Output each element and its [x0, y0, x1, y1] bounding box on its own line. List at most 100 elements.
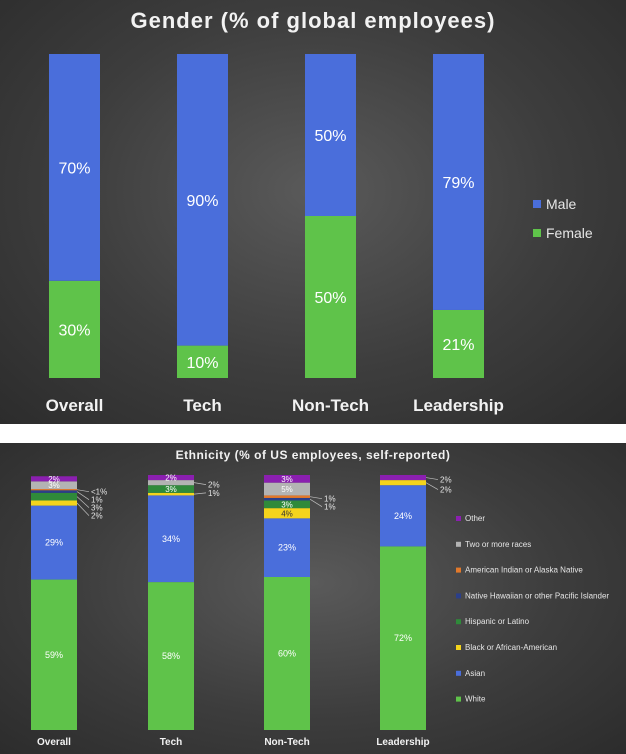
bar-white-non-tech: [264, 577, 310, 730]
bar-male-overall: [49, 54, 100, 281]
bar-native-hawaiian-or-other-pacific-islander-non-tech: [264, 497, 310, 501]
legend-label-male: Male: [546, 196, 577, 212]
data-label-hispanic-or-latino-tech: 3%: [165, 485, 177, 494]
legend-swatch-male: [533, 200, 541, 208]
data-label-other-leadership: 2%: [440, 476, 452, 485]
bar-other-leadership: [380, 475, 426, 481]
bar-white-tech: [148, 582, 194, 730]
legend-label-native-hawaiian-or-other-pacific-islander: Native Hawaiian or other Pacific Islande…: [465, 591, 609, 600]
bar-female-non-tech: [305, 216, 356, 378]
data-label-hispanic-or-latino-overall: 3%: [91, 504, 103, 513]
data-label-other-non-tech: 3%: [281, 475, 293, 484]
bar-black-or-african-american-non-tech: [264, 508, 310, 519]
data-label-other-overall: 2%: [48, 475, 60, 484]
legend-swatch-two-or-more-races: [456, 541, 461, 547]
legend-swatch-female: [533, 229, 541, 237]
bar-american-indian-or-alaska-native-non-tech: [264, 495, 310, 498]
legend-label-other: Other: [465, 514, 485, 523]
data-label-two-or-more-races-tech: 2%: [208, 481, 220, 490]
bar-asian-leadership: [380, 485, 426, 547]
bar-white-leadership: [380, 546, 426, 730]
data-label-other-tech: 2%: [165, 474, 177, 483]
ethnicity-chart-panel: Ethnicity (% of US employees, self-repor…: [0, 443, 626, 754]
data-label-male-tech: 90%: [186, 193, 218, 210]
legend-swatch-white: [456, 696, 461, 702]
legend-label-white: White: [465, 695, 486, 704]
data-label-native-hawaiian-or-other-pacific-islander-overall: 1%: [91, 496, 103, 505]
bar-black-or-african-american-tech: [148, 492, 194, 496]
data-label-black-or-african-american-non-tech: 4%: [281, 509, 293, 518]
data-label-american-indian-or-alaska-native-overall: <1%: [91, 488, 107, 497]
leader-line-hispanic-or-latino-overall: [76, 496, 90, 508]
data-label-white-overall: 59%: [45, 650, 63, 660]
bar-male-non-tech: [305, 54, 356, 216]
category-label-tech: Tech: [160, 737, 183, 748]
leader-line-native-hawaiian-or-other-pacific-islander-non-tech: [309, 498, 323, 507]
bar-black-or-african-american-leadership: [380, 480, 426, 486]
data-label-white-non-tech: 60%: [278, 649, 296, 659]
bar-hispanic-or-latino-tech: [148, 485, 194, 493]
bar-other-tech: [148, 475, 194, 481]
data-label-hispanic-or-latino-non-tech: 3%: [281, 500, 293, 509]
legend-label-black-or-african-american: Black or African-American: [465, 643, 557, 652]
data-label-two-or-more-races-overall: 3%: [48, 481, 60, 490]
category-label-overall: Overall: [46, 396, 104, 415]
bar-white-overall: [31, 579, 77, 730]
bar-female-tech: [177, 345, 228, 378]
bar-asian-overall: [31, 505, 77, 580]
data-label-female-non-tech: 50%: [314, 290, 346, 307]
category-label-tech: Tech: [183, 396, 221, 415]
legend-swatch-hispanic-or-latino: [456, 619, 461, 625]
ethnicity-chart-plot: 59%29%3%2%58%34%3%2%60%23%4%3%5%3%72%24%…: [31, 474, 609, 748]
data-label-male-non-tech: 50%: [314, 128, 346, 145]
bar-male-tech: [177, 54, 228, 346]
gender-chart-title: Gender (% of global employees): [130, 8, 496, 33]
gender-chart-plot: 30% 70% Overall 10% 90% Tech 50% 50% Non-Tech 21%…: [46, 54, 593, 415]
category-label-leadership: Leadership: [376, 737, 429, 748]
leader-line-black-or-african-american-overall: [76, 502, 90, 516]
bar-female-overall: [49, 280, 100, 378]
ethnicity-chart-title: Ethnicity (% of US employees, self-repor…: [175, 448, 451, 462]
bar-hispanic-or-latino-overall: [31, 492, 77, 501]
legend-swatch-native-hawaiian-or-other-pacific-islander: [456, 593, 461, 599]
leader-line-black-or-african-american-tech: [193, 492, 207, 495]
data-label-native-hawaiian-or-other-pacific-islander-non-tech: 1%: [324, 503, 336, 512]
category-label-overall: Overall: [37, 737, 71, 748]
data-label-asian-overall: 29%: [45, 538, 63, 548]
leader-line-native-hawaiian-or-other-pacific-islander-overall: [76, 491, 90, 500]
data-label-male-leadership: 79%: [442, 175, 474, 192]
legend-label-hispanic-or-latino: Hispanic or Latino: [465, 617, 530, 626]
legend-swatch-other: [456, 516, 461, 521]
data-label-white-leadership: 72%: [394, 633, 412, 643]
leader-line-american-indian-or-alaska-native-overall: [76, 489, 90, 493]
data-label-american-indian-or-alaska-native-non-tech: 1%: [324, 495, 336, 504]
bar-male-leadership: [433, 54, 484, 310]
data-label-black-or-african-american-leadership: 2%: [440, 486, 452, 495]
data-label-female-overall: 30%: [58, 322, 90, 339]
leader-line-black-or-african-american-leadership: [425, 482, 439, 490]
data-label-female-tech: 10%: [186, 355, 218, 372]
data-label-two-or-more-races-non-tech: 5%: [281, 485, 293, 494]
category-label-non-tech: Non-Tech: [292, 396, 369, 415]
bar-hispanic-or-latino-non-tech: [264, 500, 310, 509]
bar-native-hawaiian-or-other-pacific-islander-overall: [31, 490, 77, 493]
data-label-black-or-african-american-tech: 1%: [208, 489, 220, 498]
legend-label-american-indian-or-alaska-native: American Indian or Alaska Native: [465, 566, 583, 575]
bar-american-indian-or-alaska-native-overall: [31, 489, 77, 491]
gender-chart-panel: Gender (% of global employees) 30% 70% Ove…: [0, 0, 626, 424]
bar-asian-tech: [148, 495, 194, 583]
legend-swatch-american-indian-or-alaska-native: [456, 567, 461, 573]
leader-line-two-or-more-races-tech: [193, 482, 207, 485]
bar-other-overall: [31, 476, 77, 482]
bar-black-or-african-american-overall: [31, 500, 77, 506]
legend-swatch-asian: [456, 670, 461, 676]
bar-two-or-more-races-overall: [31, 481, 77, 490]
category-label-leadership: Leadership: [413, 396, 504, 415]
data-label-male-overall: 70%: [58, 160, 90, 177]
data-label-female-leadership: 21%: [442, 337, 474, 354]
data-label-white-tech: 58%: [162, 651, 180, 661]
legend-swatch-black-or-african-american: [456, 645, 461, 650]
legend-label-female: Female: [546, 225, 593, 241]
leader-line-american-indian-or-alaska-native-non-tech: [309, 496, 323, 500]
legend-label-two-or-more-races: Two or more races: [465, 540, 531, 549]
